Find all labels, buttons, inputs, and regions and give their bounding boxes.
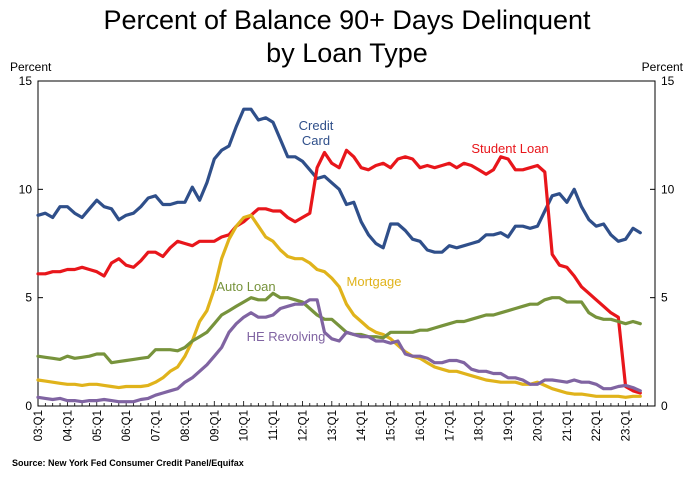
x-tick-label: 03:Q1	[33, 410, 45, 441]
auto-loan-label: Auto Loan	[216, 279, 275, 294]
x-tick-label: 15:Q1	[386, 410, 398, 441]
y-tick-label-left: 10	[19, 182, 33, 196]
student-loan-line	[36, 148, 642, 395]
credit-card-line	[36, 107, 642, 254]
plot-frame	[37, 80, 656, 407]
credit-card-label: Card	[302, 133, 330, 148]
he-revolving-line	[36, 298, 642, 404]
chart-title-line-1: Percent of Balance 90+ Days Delinquent	[103, 5, 591, 35]
y-tick-label-left: 15	[19, 74, 33, 88]
x-tick-label: 07:Q1	[151, 410, 163, 441]
auto-loan-line	[36, 291, 642, 365]
y-tick-label-left: 0	[25, 399, 32, 413]
x-tick-label: 19:Q1	[503, 410, 515, 441]
x-tick-label: 21:Q1	[562, 410, 574, 441]
x-tick-label: 13:Q1	[327, 410, 339, 441]
y-tick-label-right: 15	[661, 74, 675, 88]
x-tick-label: 20:Q1	[532, 410, 544, 441]
x-tick-label: 22:Q1	[591, 410, 603, 441]
x-tick-label: 12:Q1	[297, 410, 309, 441]
x-tick-label: 23:Q1	[621, 410, 633, 441]
x-tick-label: 10:Q1	[239, 410, 251, 441]
x-tick-label: 11:Q1	[268, 410, 280, 440]
student-loan-label: Student Loan	[471, 141, 548, 156]
y-tick-label-right: 5	[661, 291, 668, 305]
x-tick-label: 05:Q1	[92, 410, 104, 441]
x-tick-label: 14:Q1	[356, 410, 368, 441]
chart-title-line-2: by Loan Type	[266, 38, 428, 68]
x-tick-label: 08:Q1	[180, 410, 192, 441]
x-tick-label: 09:Q1	[209, 410, 221, 441]
x-tick-label: 18:Q1	[474, 410, 486, 441]
credit-card-label: Credit	[299, 118, 334, 133]
x-tick-label: 17:Q1	[444, 410, 456, 441]
chart-title: Percent of Balance 90+ Days Delinquent b…	[0, 4, 694, 70]
left-axis-unit: Percent	[10, 60, 52, 74]
y-tick-label-left: 5	[25, 291, 32, 305]
y-tick-label-right: 0	[661, 399, 668, 413]
x-tick-label: 04:Q1	[62, 410, 74, 441]
x-tick-label: 06:Q1	[121, 410, 133, 441]
right-axis-unit: Percent	[641, 60, 683, 74]
source-note: Source: New York Fed Consumer Credit Pan…	[12, 458, 244, 468]
y-tick-label-right: 10	[661, 182, 675, 196]
he-revolving-label: HE Revolving	[247, 329, 326, 344]
x-tick-label: 16:Q1	[415, 410, 427, 441]
mortgage-label: Mortgage	[347, 274, 402, 289]
